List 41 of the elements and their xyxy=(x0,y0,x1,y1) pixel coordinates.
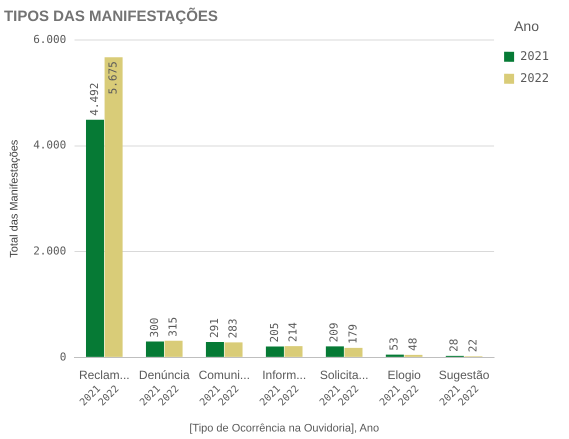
y-tick-label: 4.000 xyxy=(33,138,66,152)
x-axis-title: [Tipo de Ocorrência na Ouvidoria], Ano xyxy=(189,422,380,434)
x-tick-label: Inform... xyxy=(262,368,306,382)
bar xyxy=(86,120,104,357)
bar xyxy=(326,346,344,357)
x-tick-label: Solicita... xyxy=(320,368,369,382)
bar xyxy=(224,342,243,357)
legend-title: Ano xyxy=(514,18,540,34)
x-tick-label: Elogio xyxy=(387,368,422,382)
bar xyxy=(344,348,362,357)
y-axis-title: Total das Manifestações xyxy=(8,139,21,258)
x-tick-label: Sugestão xyxy=(438,368,490,382)
legend-label: 2022 xyxy=(520,70,550,85)
x-tick-label: Denúncia xyxy=(138,368,190,382)
bar xyxy=(104,57,123,357)
data-label: 4.492 xyxy=(88,82,101,116)
data-label: 214 xyxy=(286,322,300,342)
data-label: 300 xyxy=(148,318,161,338)
data-label: 209 xyxy=(328,322,341,342)
bar xyxy=(164,340,183,357)
data-label: 53 xyxy=(388,337,401,351)
y-tick-label: 6.000 xyxy=(33,32,66,46)
bar xyxy=(146,342,164,357)
bar xyxy=(284,346,303,357)
bar xyxy=(206,342,224,357)
data-label: 283 xyxy=(226,318,240,338)
y-tick-label: 2.000 xyxy=(33,244,66,258)
x-tick-label: Reclam... xyxy=(78,368,130,382)
y-tick-label: 0 xyxy=(60,350,66,364)
legend-label: 2021 xyxy=(520,48,550,63)
chart-title: TIPOS DAS MANIFESTAÇÕES xyxy=(4,7,218,26)
data-label: 5.675 xyxy=(106,61,120,94)
data-label: 179 xyxy=(346,324,360,344)
bar xyxy=(266,346,284,357)
data-label: 48 xyxy=(406,338,420,351)
data-label: 315 xyxy=(166,316,180,337)
data-label: 205 xyxy=(268,322,281,343)
x-tick-label: Comuni... xyxy=(198,368,250,382)
data-label: 291 xyxy=(208,318,221,338)
data-label: 28 xyxy=(448,338,461,352)
data-label: 22 xyxy=(466,338,480,352)
